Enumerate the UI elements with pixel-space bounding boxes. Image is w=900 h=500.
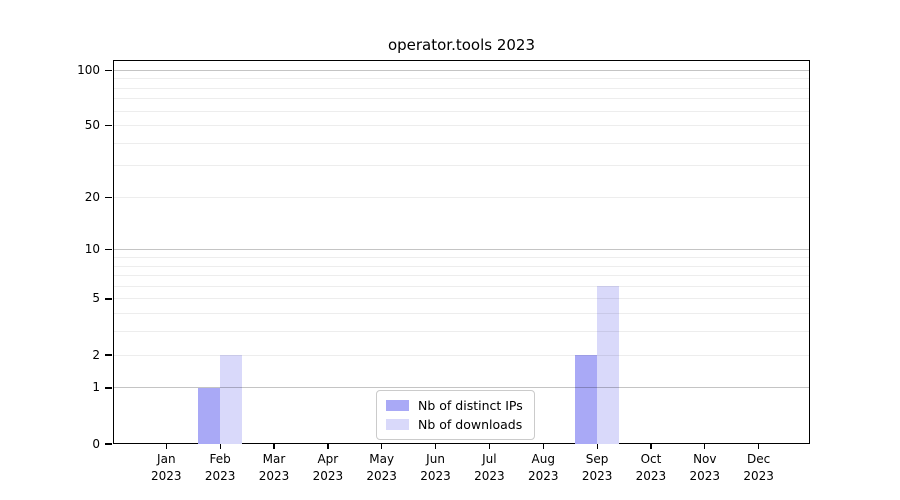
y-gridline-minor	[113, 196, 810, 198]
downloads-swatch-icon	[386, 419, 409, 430]
y-gridline-major	[113, 69, 810, 71]
x-tick-mark	[434, 444, 437, 449]
x-tick-mark	[596, 444, 598, 449]
x-tick-mark	[542, 444, 544, 449]
y-gridline-minor	[113, 275, 810, 277]
legend-label: Nb of distinct IPs	[418, 398, 523, 413]
y-tick-label: 20	[84, 189, 100, 204]
y-tick-mark	[105, 387, 112, 389]
legend-item-downloads: Nb of downloads	[386, 417, 523, 432]
y-gridline-minor	[113, 256, 810, 259]
x-tick-mark	[650, 444, 652, 449]
x-tick-label: Jul 2023	[474, 452, 505, 483]
y-tick-mark	[105, 249, 112, 251]
y-gridline-minor	[113, 298, 810, 300]
x-tick-label: Apr 2023	[312, 452, 344, 483]
x-tick-label: Nov 2023	[689, 452, 721, 483]
x-tick-label: Dec 2023	[743, 452, 774, 483]
grid-layer	[113, 60, 810, 444]
y-tick-mark	[105, 196, 112, 199]
y-gridline-minor	[113, 331, 810, 333]
y-tick-label: 50	[84, 118, 100, 133]
y-tick-mark	[105, 124, 112, 127]
y-gridline-major	[113, 249, 810, 251]
legend-label: Nb of downloads	[418, 417, 523, 432]
bar-downloads	[220, 355, 243, 444]
y-tick-label: 0	[92, 436, 100, 451]
y-tick-label: 2	[92, 347, 100, 362]
x-tick-label: Mar 2023	[258, 452, 290, 483]
y-tick-mark	[105, 443, 112, 445]
y-gridline-minor	[113, 78, 810, 80]
x-tick-label: Oct 2023	[635, 452, 667, 483]
y-gridline-minor	[113, 354, 810, 356]
x-tick-mark	[327, 444, 329, 449]
y-tick-mark	[105, 354, 112, 356]
legend-item-distinct-ips: Nb of distinct IPs	[386, 398, 523, 413]
legend: Nb of distinct IPs Nb of downloads	[376, 390, 535, 440]
y-gridline-minor	[113, 285, 810, 287]
x-tick-mark	[273, 444, 275, 449]
y-tick-label: 5	[92, 291, 100, 306]
distinct-ips-swatch-icon	[386, 400, 409, 411]
y-gridline-minor	[113, 98, 810, 100]
y-gridline-minor	[113, 165, 810, 167]
y-tick-label: 10	[84, 242, 100, 257]
y-gridline-major	[113, 387, 810, 389]
x-tick-mark	[488, 444, 491, 449]
y-gridline-minor	[113, 313, 810, 315]
bar-distinct-ips	[575, 355, 598, 444]
y-gridline-minor	[113, 265, 810, 267]
y-tick-mark	[105, 298, 112, 300]
y-tick-mark	[105, 69, 112, 71]
x-tick-label: Aug 2023	[527, 452, 559, 483]
bar-distinct-ips	[198, 387, 221, 444]
y-gridline-minor	[113, 87, 810, 89]
bars-layer	[113, 60, 810, 444]
x-tick-mark	[704, 444, 706, 449]
chart-title: operator.tools 2023	[387, 36, 536, 54]
y-tick-label: 100	[77, 62, 100, 77]
x-tick-label: May 2023	[366, 452, 397, 483]
x-tick-label: Sep 2023	[581, 452, 613, 483]
x-tick-mark	[165, 444, 167, 449]
x-tick-mark	[219, 444, 221, 449]
plot-area: Nb of distinct IPs Nb of downloads	[113, 60, 810, 444]
y-tick-label: 1	[92, 380, 100, 395]
x-tick-mark	[758, 444, 760, 449]
y-gridline-minor	[113, 110, 810, 112]
y-gridline-minor	[113, 125, 810, 127]
x-tick-mark	[381, 444, 383, 449]
x-tick-label: Jan 2023	[151, 452, 182, 483]
x-tick-label: Feb 2023	[204, 452, 236, 483]
bar-downloads	[597, 286, 620, 444]
y-gridline-minor	[113, 142, 810, 144]
x-tick-label: Jun 2023	[420, 452, 451, 483]
